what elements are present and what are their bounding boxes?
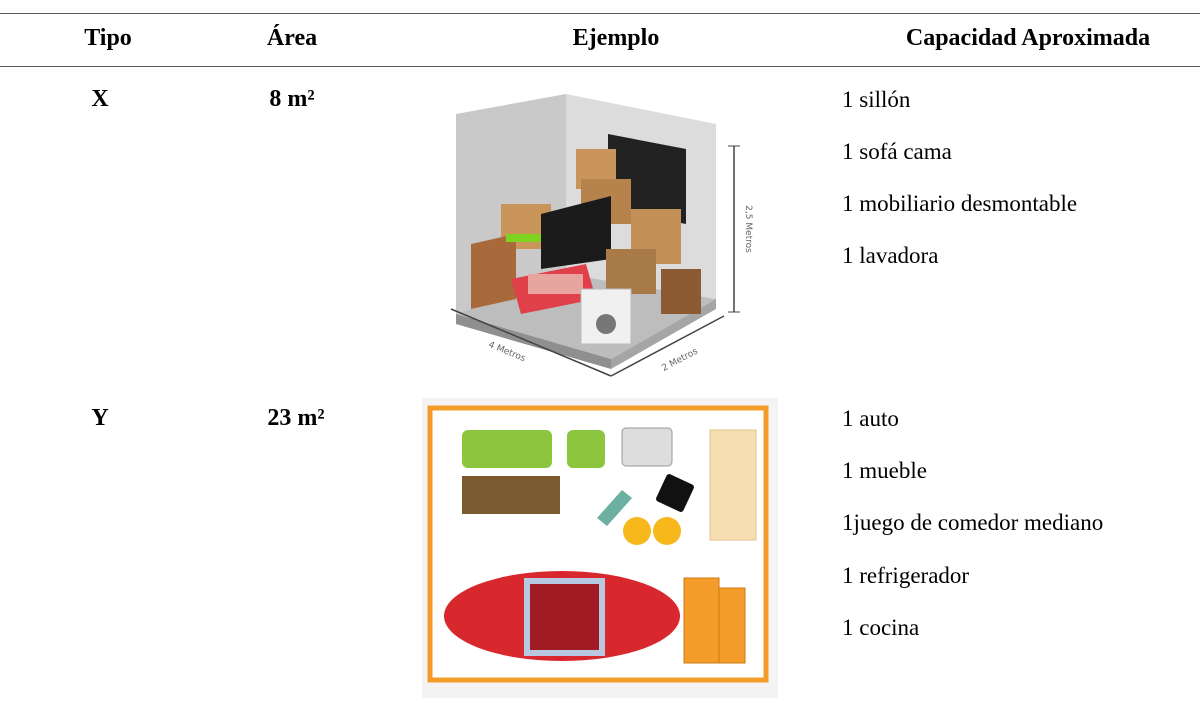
area-cell: 8 m² [269,86,315,112]
capacity-item: 1 mueble [842,458,927,483]
header-cell: Tipo [84,25,132,51]
tipo-cell: X [91,86,109,112]
capacity-item: 1 auto [842,406,899,431]
header-cell: Ejemplo [572,25,660,51]
capacity-item: 1 lavadora [842,243,939,268]
header-cell: Capacidad Aproximada [905,25,1151,51]
dimension-label: 4 Metros [487,340,527,364]
storage-illustration: 2,5 Metros 4 Metros 2 Metros [450,94,753,377]
capacity-item: 1juego de comedor mediano [842,510,1104,535]
top-rule [0,13,1200,14]
tipo-cell: Y [91,405,109,431]
capacity-item: 1 mobiliario desmontable [842,191,1078,216]
area-cell: 23 m² [267,405,325,431]
dimension-label: 2 Metros [660,346,700,373]
floorplan-illustration [422,398,778,698]
capacity-item: 1 cocina [842,615,920,640]
dimension-label: 2,5 Metros [743,205,753,253]
header-cell: Área [266,25,318,51]
capacity-item: 1 sofá cama [842,139,952,164]
header-rule [0,66,1200,67]
capacity-item: 1 refrigerador [842,563,970,588]
capacity-item: 1 sillón [842,87,911,112]
